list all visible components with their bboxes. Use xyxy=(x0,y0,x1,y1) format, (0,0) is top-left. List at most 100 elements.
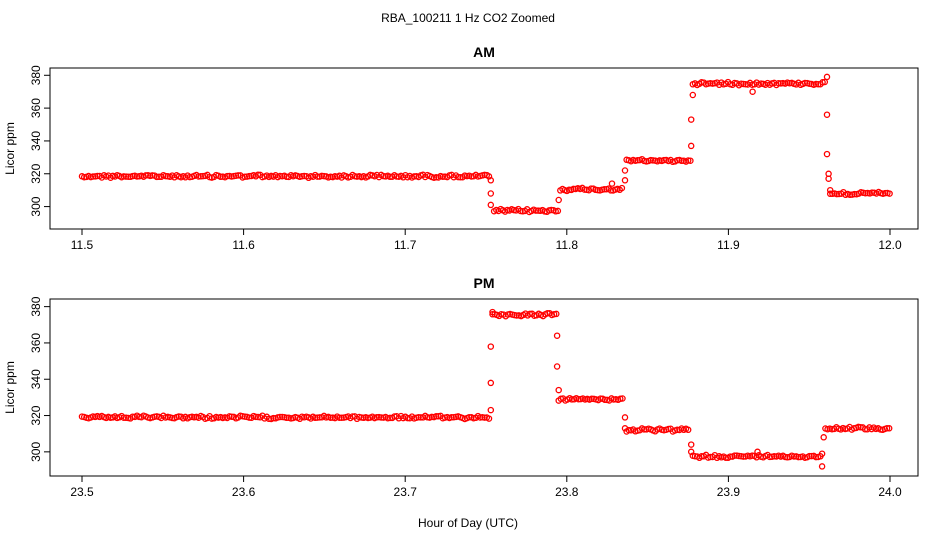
data-point xyxy=(489,308,496,316)
data-point xyxy=(241,173,249,180)
data-point xyxy=(122,414,130,422)
x-tick-label: 24.0 xyxy=(878,485,902,499)
data-point xyxy=(886,190,893,197)
y-axis-label: Licor ppm xyxy=(3,122,17,175)
data-point xyxy=(432,413,440,420)
x-tick-label: 11.9 xyxy=(717,238,740,252)
data-point xyxy=(687,448,695,456)
x-tick-label: 11.6 xyxy=(232,238,255,252)
data-point xyxy=(851,190,858,198)
data-point xyxy=(89,173,97,180)
data-point xyxy=(487,406,495,414)
data-point xyxy=(862,189,869,197)
data-point xyxy=(311,414,319,422)
data-point xyxy=(881,189,889,197)
data-point xyxy=(846,191,854,199)
data-point xyxy=(168,414,176,422)
data-point xyxy=(570,185,577,193)
plot-frame xyxy=(49,67,919,230)
data-point xyxy=(318,172,326,180)
data-point xyxy=(818,463,826,470)
data-point xyxy=(439,173,447,180)
data-point xyxy=(754,448,761,456)
data-point xyxy=(790,453,798,460)
data-point xyxy=(687,157,694,164)
x-tick-label: 23.8 xyxy=(555,485,579,499)
data-point xyxy=(485,415,493,422)
data-point xyxy=(825,175,832,182)
data-point xyxy=(820,434,827,441)
x-tick-label: 23.9 xyxy=(717,485,741,499)
data-point xyxy=(687,116,695,123)
data-point xyxy=(735,452,743,460)
data-point xyxy=(555,196,562,204)
data-point xyxy=(223,172,231,180)
data-point xyxy=(534,207,542,214)
data-point xyxy=(608,180,616,187)
data-point xyxy=(162,172,169,180)
panel-am: AM 11.5 11.6 11.7 11.8 11.9 12.0 300 320 340 360 38… xyxy=(3,44,919,252)
y-tick-label: 360 xyxy=(29,98,43,118)
data-point xyxy=(687,441,695,448)
y-tick-label: 340 xyxy=(29,131,43,151)
data-point xyxy=(133,173,141,180)
panel-title: AM xyxy=(473,44,495,60)
data-point xyxy=(740,453,747,460)
data-point xyxy=(621,167,629,174)
data-point xyxy=(833,190,841,198)
data-point xyxy=(687,142,695,150)
data-point xyxy=(684,426,692,434)
data-point xyxy=(823,73,831,81)
data-point xyxy=(314,414,321,421)
data-point xyxy=(619,395,626,402)
data-point xyxy=(740,80,747,88)
data-point xyxy=(415,413,422,421)
data-point xyxy=(621,425,629,432)
data-point xyxy=(555,386,562,394)
data-point xyxy=(454,173,462,181)
data-point xyxy=(124,173,132,180)
x-tick-label: 23.7 xyxy=(394,485,418,499)
data-point xyxy=(621,177,629,184)
data-point xyxy=(823,111,831,118)
data-point xyxy=(448,414,455,421)
data-point xyxy=(749,88,756,95)
data-point xyxy=(575,395,582,403)
data-point xyxy=(826,190,834,198)
data-point xyxy=(770,453,778,460)
data-point xyxy=(731,452,738,459)
data-point xyxy=(513,312,520,319)
data-point xyxy=(601,396,609,404)
data-point xyxy=(678,157,685,165)
data-point xyxy=(327,414,334,421)
y-tick-label: 320 xyxy=(29,405,43,425)
data-point xyxy=(197,173,205,180)
data-point xyxy=(298,172,306,180)
data-point xyxy=(553,310,560,318)
data-point xyxy=(581,186,588,193)
data-point xyxy=(601,186,608,193)
data-point xyxy=(795,453,802,461)
data-point xyxy=(553,363,561,370)
data-point xyxy=(142,172,150,179)
data-point xyxy=(689,91,697,99)
data-point xyxy=(565,186,573,194)
data-point xyxy=(245,172,253,180)
data-point xyxy=(377,414,385,421)
data-point xyxy=(618,184,626,192)
data-point xyxy=(868,189,876,196)
y-tick-label: 360 xyxy=(29,333,43,353)
y-tick-label: 300 xyxy=(29,442,43,462)
data-point xyxy=(393,173,400,180)
x-tick-label: 11.8 xyxy=(556,238,579,252)
data-point xyxy=(812,80,820,88)
y-tick-label: 380 xyxy=(29,65,43,85)
data-point xyxy=(588,395,595,403)
figure-xlabel: Hour of Day (UTC) xyxy=(418,516,518,530)
data-point xyxy=(487,343,495,350)
y-tick-label: 380 xyxy=(29,296,43,316)
data-point xyxy=(818,450,826,457)
data-point xyxy=(336,414,343,421)
data-point xyxy=(217,173,224,181)
